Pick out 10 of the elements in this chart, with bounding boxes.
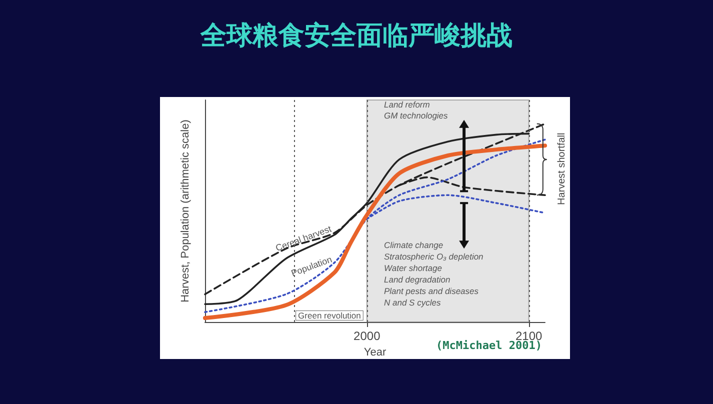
text: (McMichael 2001) — [436, 339, 542, 352]
text: Land reform GM technologies — [384, 100, 449, 120]
text: Harvest shortfall — [556, 132, 568, 205]
x-tick-label: 2000 — [354, 329, 381, 343]
ref-line-label: Green revolution — [298, 310, 362, 320]
chart-title: 全球粮食安全面临严峻挑战 — [200, 21, 512, 51]
annotation: Climate change Stratospheric O₃ depletion Water shortage Land degradation Plant pests and diseases N and S cycles — [384, 240, 484, 308]
x-axis-title: Year — [364, 346, 386, 358]
y-axis-title: Harvest, Population (arithmetic scale) — [180, 120, 192, 302]
annotation: Cereal harvest — [274, 224, 334, 254]
